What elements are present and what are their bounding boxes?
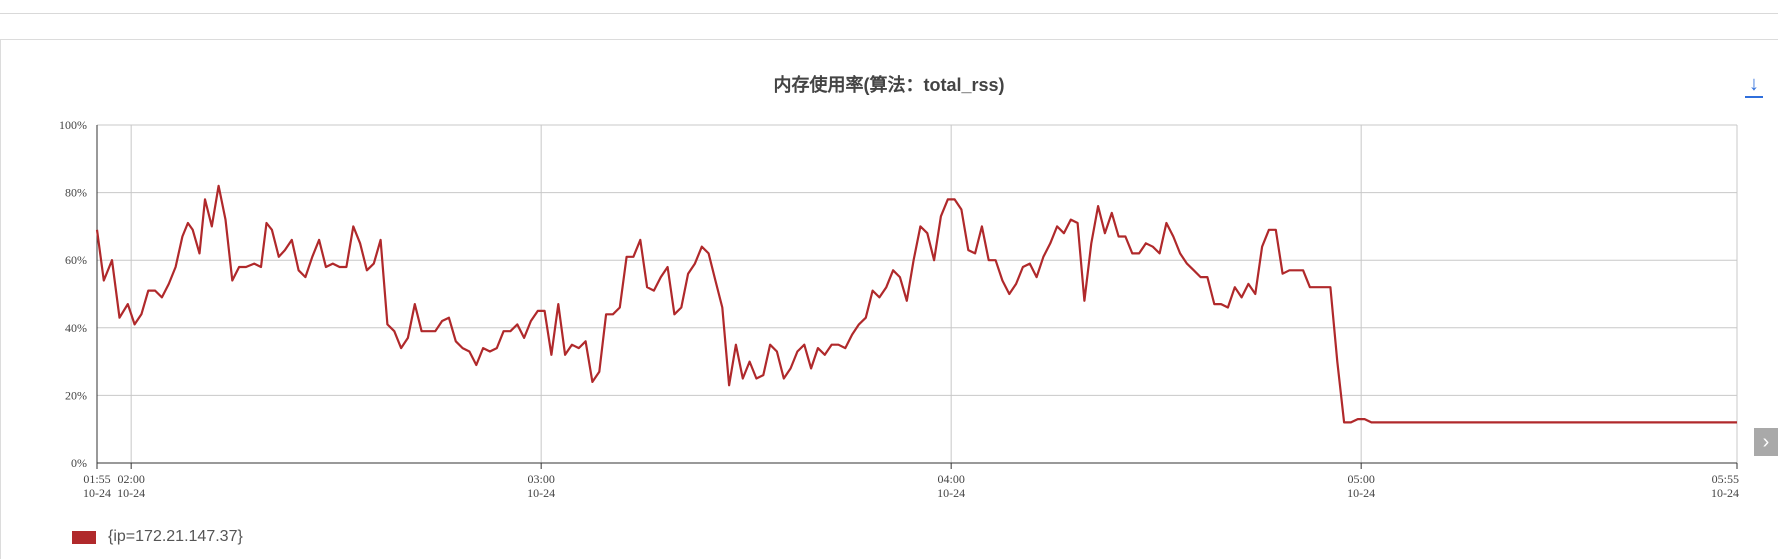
chart-title: 内存使用率(算法：total_rss) (773, 75, 1005, 95)
legend-swatch (72, 530, 96, 544)
y-tick-label: 20% (65, 388, 87, 402)
chart-card (0, 39, 1778, 559)
top-panel (0, 0, 1778, 14)
x-tick-time: 03:00 (527, 472, 554, 486)
download-icon[interactable]: ↓ (1743, 74, 1765, 100)
y-tick-label: 0% (71, 456, 87, 470)
x-tick-date: 10-24 (83, 486, 111, 500)
y-tick-label: 40% (65, 321, 87, 335)
series-line (95, 184, 1737, 424)
legend[interactable]: {ip=172.21.147.37} (72, 526, 243, 548)
x-tick-date: 10-24 (117, 486, 145, 500)
legend-label: {ip=172.21.147.37} (108, 528, 243, 545)
y-tick-label: 80% (65, 186, 87, 200)
x-tick-date: 10-24 (1347, 486, 1375, 500)
x-tick-date: 10-24 (527, 486, 555, 500)
y-tick-label: 100% (59, 118, 87, 132)
x-tick-time: 05:00 (1347, 472, 1374, 486)
x-tick-date: 10-24 (1711, 486, 1739, 500)
x-tick-date: 10-24 (937, 486, 965, 500)
x-tick-time: 05:55 (1712, 472, 1739, 486)
x-tick-time: 04:00 (937, 472, 964, 486)
y-tick-label: 60% (65, 253, 87, 267)
chevron-right-icon[interactable]: › (1754, 428, 1778, 456)
x-tick-time: 02:00 (117, 472, 144, 486)
x-tick-time: 01:55 (83, 472, 110, 486)
